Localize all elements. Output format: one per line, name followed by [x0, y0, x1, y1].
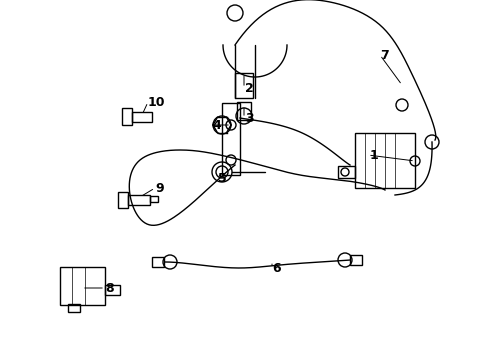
Bar	[118, 192, 128, 208]
Text: 2: 2	[244, 81, 253, 94]
Text: 8: 8	[105, 282, 113, 294]
Text: 7: 7	[379, 49, 388, 62]
Bar	[354, 133, 414, 188]
Bar	[105, 285, 120, 295]
Bar	[132, 112, 152, 122]
Text: 4: 4	[212, 118, 220, 131]
Text: 10: 10	[148, 95, 165, 108]
Bar	[349, 255, 361, 265]
Bar	[337, 166, 354, 178]
Bar	[152, 257, 163, 267]
Text: 3: 3	[244, 112, 253, 125]
Bar	[235, 73, 252, 98]
Text: 1: 1	[369, 149, 378, 162]
Text: 9: 9	[155, 181, 163, 194]
Text: 5: 5	[218, 171, 226, 185]
Bar	[150, 196, 158, 202]
Bar	[68, 304, 80, 312]
Bar	[237, 102, 250, 120]
Bar	[222, 103, 240, 175]
Bar	[128, 195, 150, 205]
Bar	[60, 267, 105, 305]
Bar	[122, 108, 132, 125]
Text: 6: 6	[271, 261, 280, 275]
